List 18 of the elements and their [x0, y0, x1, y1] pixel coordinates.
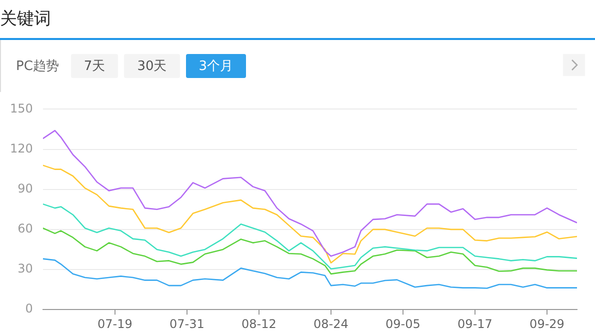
- y-tick-label: 90: [18, 181, 33, 196]
- x-tick-label: 07-19: [97, 316, 132, 331]
- x-tick-label: 09-29: [530, 316, 564, 331]
- y-tick-label: 60: [18, 222, 33, 236]
- x-tick-label: 08-24: [314, 316, 348, 331]
- text: 7天: [70, 54, 118, 78]
- y-tick-label: 120: [10, 141, 33, 156]
- y-tick-label: 0: [25, 302, 33, 316]
- x-tick-label: 07-31: [169, 316, 204, 331]
- x-tick-label: 08-12: [242, 316, 276, 331]
- y-tick-label: 150: [10, 101, 33, 116]
- x-tick-label: 09-17: [458, 316, 492, 331]
- chart-title: 关键词: [0, 0, 595, 40]
- text: 3个月: [186, 54, 246, 78]
- x-tick-label: 09-05: [386, 316, 420, 331]
- text: 30天: [124, 54, 180, 78]
- chart-subtitle: PC趋势: [16, 58, 59, 75]
- y-tick-label: 30: [18, 262, 33, 276]
